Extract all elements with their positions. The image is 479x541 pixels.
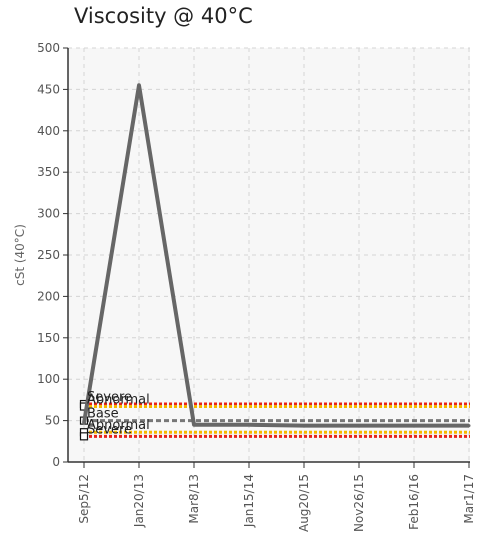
x-tick-label: Mar1/17 [462, 474, 476, 524]
ref-label: Severe [87, 390, 132, 405]
data-point [302, 424, 306, 428]
x-tick-label: Jan15/14 [242, 474, 256, 528]
ref-label: Base [87, 407, 119, 422]
y-tick-label: 350 [37, 165, 60, 179]
x-tick-label: Nov26/15 [352, 474, 366, 532]
y-axis-label: cSt (40°C) [13, 224, 27, 286]
y-tick-label: 50 [45, 414, 60, 428]
ref-marker [79, 432, 89, 441]
y-tick-label: 0 [52, 455, 60, 469]
reference-lines [79, 399, 470, 441]
data-point [357, 424, 361, 428]
ref-label: Severe [87, 422, 132, 437]
y-tick-label: 150 [37, 331, 60, 345]
x-tick-label: Jan20/13 [132, 474, 146, 528]
ref-label: Abnormal [87, 418, 150, 433]
data-point [467, 424, 471, 428]
data-point [192, 423, 196, 427]
data-point [247, 423, 251, 427]
y-tick-label: 250 [37, 248, 60, 262]
x-tick-label: Feb16/16 [407, 474, 421, 530]
axis-layer: 0 50 100 150 200 250 300 350 400 450 500 Sep5/12 Jan… [37, 41, 476, 532]
grid-layer [68, 47, 470, 462]
data-point [137, 83, 141, 87]
x-tick-label: Sep5/12 [77, 474, 91, 524]
y-tick-label: 400 [37, 124, 60, 138]
ref-label: Abnormal [87, 393, 150, 408]
y-tick-label: 200 [37, 289, 60, 303]
y-tick-label: 450 [37, 82, 60, 96]
chart-title: Viscosity @ 40°C [74, 4, 253, 28]
data-point [412, 424, 416, 428]
y-tick-label: 100 [37, 372, 60, 386]
x-tick-label: Aug20/15 [297, 474, 311, 532]
y-tick-label: 500 [37, 41, 60, 55]
data-series-line [82, 83, 469, 428]
data-point [82, 421, 86, 425]
series-layer [82, 83, 471, 428]
x-tick-label: Mar8/13 [187, 474, 201, 524]
y-tick-label: 300 [37, 207, 60, 221]
